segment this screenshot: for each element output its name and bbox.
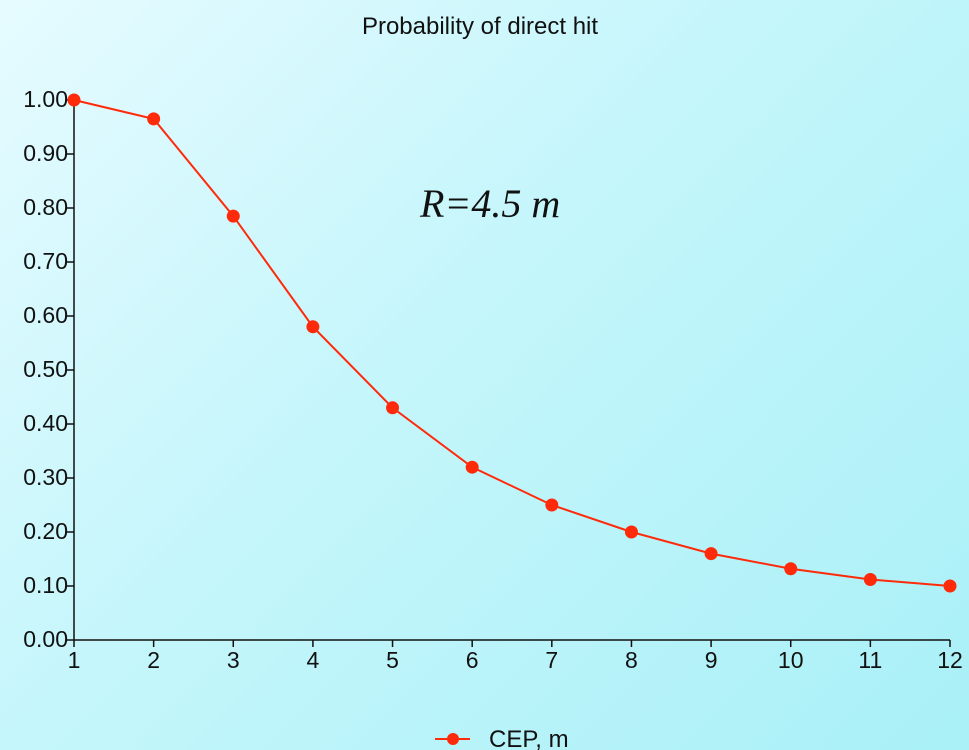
x-tick-label: 7 xyxy=(545,647,558,673)
y-tick-label: 0.70 xyxy=(23,248,68,274)
data-point xyxy=(624,525,638,539)
data-point xyxy=(465,460,479,474)
x-tick-label: 9 xyxy=(705,647,718,673)
data-point xyxy=(67,93,81,107)
radius-annotation: R=4.5 m xyxy=(419,181,560,226)
axes xyxy=(73,95,950,641)
data-point xyxy=(863,573,877,587)
y-tick-label: 0.00 xyxy=(23,626,68,652)
data-point xyxy=(226,209,240,223)
y-tick-label: 0.20 xyxy=(23,518,68,544)
x-tick-label: 3 xyxy=(227,647,240,673)
data-point xyxy=(784,562,798,576)
x-tick-label: 8 xyxy=(625,647,638,673)
y-tick-label: 0.10 xyxy=(23,572,68,598)
x-tick-label: 10 xyxy=(778,647,804,673)
data-point xyxy=(704,547,718,561)
x-tick-label: 6 xyxy=(466,647,479,673)
data-point xyxy=(386,401,400,415)
y-tick-label: 0.50 xyxy=(23,356,68,382)
legend: CEP, m xyxy=(435,726,569,750)
x-tick-label: 2 xyxy=(147,647,160,673)
y-tick-label: 0.30 xyxy=(23,464,68,490)
y-tick-label: 0.40 xyxy=(23,410,68,436)
data-point xyxy=(306,320,320,334)
legend-label: CEP, m xyxy=(489,726,569,750)
chart-title: Probability of direct hit xyxy=(362,13,598,40)
data-point xyxy=(147,112,161,126)
legend-marker xyxy=(447,733,459,745)
x-tick-label: 5 xyxy=(386,647,399,673)
x-tick-label: 11 xyxy=(858,647,882,673)
series-line xyxy=(73,99,951,587)
data-point xyxy=(545,498,559,512)
x-tick-label: 12 xyxy=(937,647,963,673)
data-point xyxy=(943,579,957,593)
y-tick-label: 0.90 xyxy=(23,140,68,166)
x-tick-label: 1 xyxy=(68,647,81,673)
y-tick-label: 0.60 xyxy=(23,302,68,328)
axis-ticks: 0.00 0.10 0.20 0.30 0.40 0.50 0.60 0.70 0.80 0.90… xyxy=(23,86,963,673)
series-layer xyxy=(67,93,957,593)
y-tick-label: 1.00 xyxy=(23,86,68,112)
y-tick-label: 0.80 xyxy=(23,194,68,220)
x-tick-label: 4 xyxy=(307,647,320,673)
